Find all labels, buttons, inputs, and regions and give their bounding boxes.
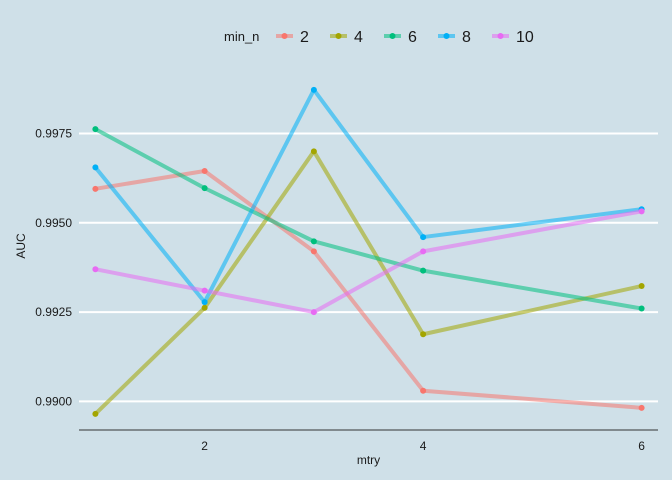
data-point-6	[201, 185, 208, 192]
data-point-8	[92, 164, 99, 171]
series-line-2	[93, 168, 644, 410]
data-point-4	[638, 283, 645, 290]
series-points	[92, 86, 645, 417]
data-point-2	[420, 387, 427, 394]
data-point-10	[92, 266, 99, 273]
data-point-10	[310, 309, 317, 316]
data-point-6	[310, 238, 317, 245]
data-point-8	[420, 234, 427, 241]
x-tick-label: 2	[201, 439, 208, 453]
legend-label: 2	[300, 29, 309, 46]
y-axis-title: AUC	[14, 233, 28, 259]
series-lines	[93, 87, 644, 416]
y-tick-label: 0.9975	[35, 126, 72, 140]
legend-key-point	[497, 33, 504, 39]
data-point-2	[638, 404, 645, 411]
legend-key-point	[389, 33, 396, 39]
data-point-6	[638, 305, 645, 312]
y-tick-label: 0.9925	[35, 305, 72, 319]
data-point-8	[201, 299, 208, 306]
data-point-4	[201, 304, 208, 311]
x-tick-label: 6	[638, 439, 645, 453]
x-tick-label: 4	[420, 439, 427, 453]
x-axis-title: mtry	[357, 453, 380, 467]
x-tick-labels: 2 4 6	[201, 439, 645, 453]
legend-label: 6	[408, 29, 417, 46]
legend-label: 10	[516, 29, 534, 46]
y-tick-labels: 0.9900 0.9925 0.9950 0.9975	[35, 126, 72, 408]
legend-key-point	[443, 33, 450, 39]
data-point-2	[310, 248, 317, 255]
grid-lines	[79, 132, 658, 403]
data-point-10	[638, 208, 645, 215]
data-point-10	[420, 248, 427, 255]
data-point-6	[420, 267, 427, 274]
data-point-2	[201, 167, 208, 174]
y-tick-label: 0.9900	[35, 394, 72, 408]
legend-title: min_n	[224, 29, 259, 44]
data-point-2	[92, 185, 99, 192]
data-point-4	[420, 331, 427, 338]
series-line-10	[93, 209, 644, 315]
data-point-10	[201, 287, 208, 294]
legend-key-point	[281, 33, 288, 39]
legend-label: 4	[354, 29, 363, 46]
y-tick-label: 0.9950	[35, 216, 72, 230]
data-point-6	[92, 126, 99, 133]
legend-label: 8	[462, 29, 471, 46]
data-point-8	[310, 86, 317, 93]
data-point-4	[310, 148, 317, 155]
legend: min_n 2 4 6 8 10	[224, 29, 534, 46]
legend-key-point	[335, 33, 342, 39]
series-line-8	[93, 87, 644, 305]
data-point-4	[92, 410, 99, 417]
